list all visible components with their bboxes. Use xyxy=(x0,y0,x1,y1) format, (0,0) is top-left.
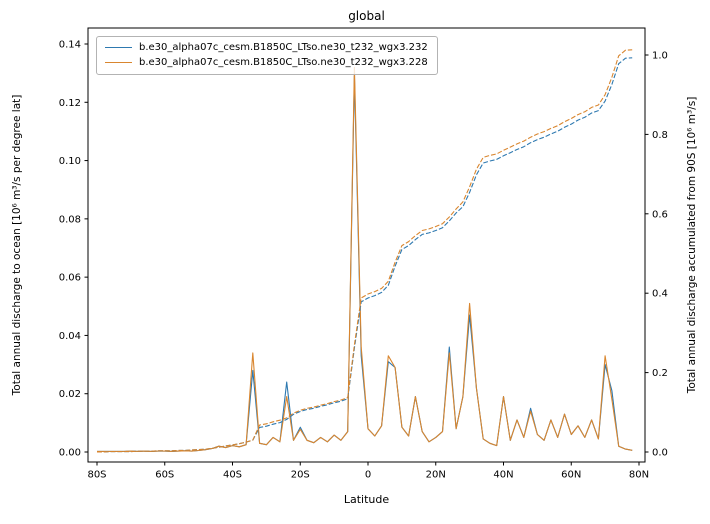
y-axis-label-left: Total annual discharge to ocean [10⁶ m³/… xyxy=(11,94,23,396)
y-right-tick-label: 0.4 xyxy=(652,289,668,300)
series-group xyxy=(97,49,633,453)
y-left-tick-label: 0.10 xyxy=(59,156,81,167)
x-axis-tick-label: 80S xyxy=(87,470,106,481)
y-left-tick-label: 0.12 xyxy=(59,98,81,109)
x-axis-tick-label: 20N xyxy=(426,470,446,481)
legend-item: b.e30_alpha07c_cesm.B1850C_LTso.ne30_t23… xyxy=(105,42,428,53)
legend-item: b.e30_alpha07c_cesm.B1850C_LTso.ne30_t23… xyxy=(105,57,428,68)
y-left-tick-label: 0.04 xyxy=(59,331,81,342)
x-axis-tick-label: 80N xyxy=(629,470,649,481)
x-axis-tick-label: 0 xyxy=(365,470,371,481)
series-232-discharge xyxy=(97,75,633,452)
x-axis-tick-label: 60S xyxy=(155,470,174,481)
x-axis-tick-label: 40N xyxy=(493,470,513,481)
plot-frame xyxy=(87,27,646,463)
y-left-tick-label: 0.02 xyxy=(59,389,81,400)
y-left-tick-label: 0.08 xyxy=(59,214,81,225)
y-axis-label-right: Total annual discharge accumulated from … xyxy=(686,96,698,394)
y-right-tick-label: 0.0 xyxy=(652,448,668,459)
chart-title: global xyxy=(348,9,385,23)
y-right-tick-label: 0.6 xyxy=(652,209,668,220)
y-left-tick-label: 0.14 xyxy=(59,40,81,51)
y-right-tick-label: 0.8 xyxy=(652,130,668,141)
legend: b.e30_alpha07c_cesm.B1850C_LTso.ne30_t23… xyxy=(96,36,438,75)
legend-item-label: b.e30_alpha07c_cesm.B1850C_LTso.ne30_t23… xyxy=(139,57,428,68)
legend-line-sample xyxy=(105,47,132,48)
y-left-tick-label: 0.06 xyxy=(59,273,81,284)
y-right-tick-label: 1.0 xyxy=(652,51,668,62)
series-228-accumulated xyxy=(97,49,633,453)
series-228-discharge xyxy=(97,66,633,452)
legend-line-sample xyxy=(105,62,132,63)
y-right-tick-label: 0.2 xyxy=(652,368,668,379)
y-left-tick-label: 0.00 xyxy=(59,448,81,459)
x-axis-tick-label: 60N xyxy=(561,470,581,481)
legend-item-label: b.e30_alpha07c_cesm.B1850C_LTso.ne30_t23… xyxy=(139,42,428,53)
x-axis-tick-label: 20S xyxy=(291,470,310,481)
x-axis-label: Latitude xyxy=(343,493,390,506)
x-axis-tick-label: 40S xyxy=(223,470,242,481)
